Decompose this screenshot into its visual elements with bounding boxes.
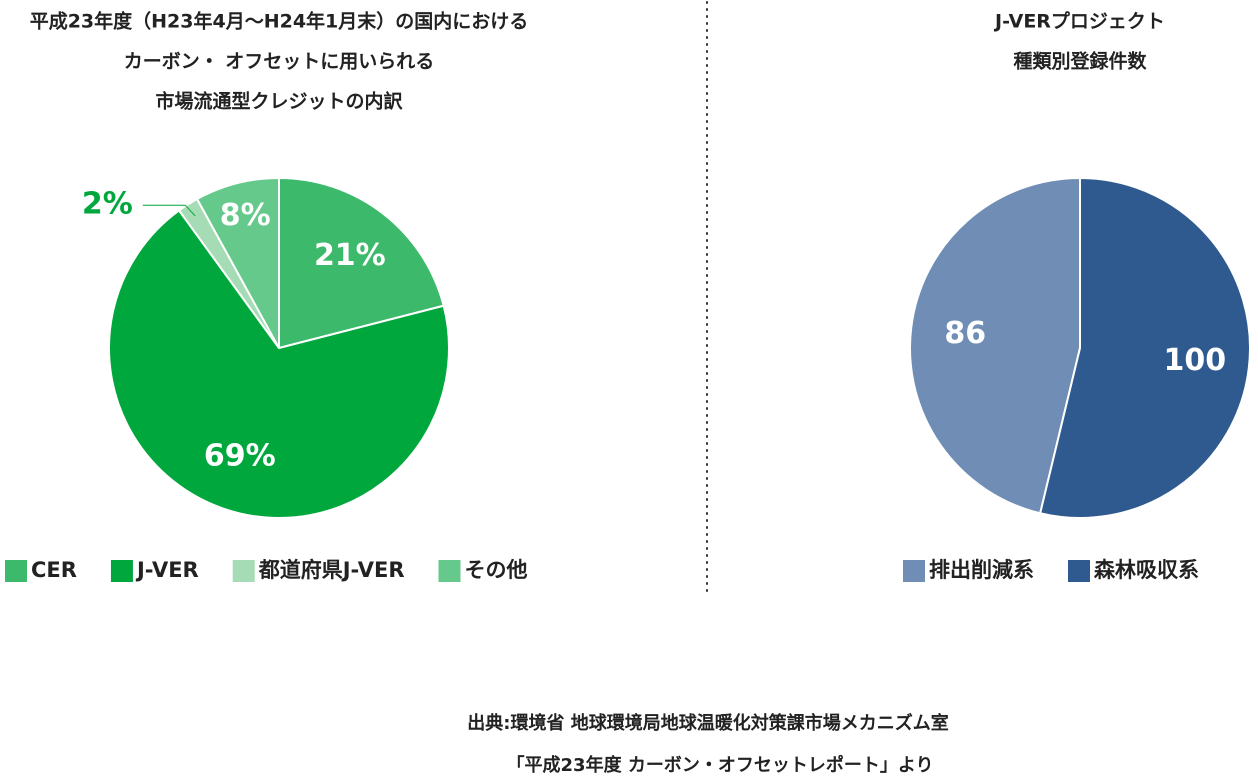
legend-swatch (903, 560, 925, 582)
source: 出典:環境省 地球環境局地球温暖化対策課市場メカニズム室 (467, 712, 948, 734)
chart-title: カーボン・ オフセットに用いられる (124, 51, 435, 73)
chart-title: 平成23年度（H23年4月～H24年1月末）の国内における (30, 10, 529, 33)
legend-swatch (438, 560, 461, 582)
legend-label: 森林吸収系 (1094, 558, 1199, 582)
legend-swatch (110, 560, 133, 582)
pie-slice (278, 176, 445, 350)
chart-title: J-VERプロジェクト (993, 10, 1165, 33)
pie-slice (195, 176, 280, 349)
legend-swatch (1068, 560, 1090, 582)
legend-swatch (5, 560, 27, 582)
pie-slice (108, 209, 450, 519)
legend-label: 都道府県J-VER (258, 558, 405, 582)
legend-label: その他 (465, 558, 528, 582)
legend-label: J-VER (135, 558, 199, 582)
legend-label: CER (31, 558, 77, 582)
pie-slice (909, 176, 1081, 515)
value-label: 100 (1163, 343, 1226, 378)
chart-title: 市場流通型クレジットの内訳 (155, 90, 403, 113)
leader-line (142, 204, 196, 217)
chart-title: 種類別登録件数 (1013, 50, 1147, 73)
pie-slice (1038, 176, 1251, 519)
value-label: 21% (314, 238, 386, 273)
legend-label: 排出削減系 (929, 558, 1034, 582)
value-label: 8% (220, 198, 271, 233)
value-label: 86 (944, 316, 986, 351)
source: 「平成23年度 カーボン・オフセットレポート」より (507, 754, 934, 776)
value-label: 2% (82, 187, 133, 222)
value-label: 69% (204, 438, 276, 473)
legend-swatch (232, 560, 255, 582)
